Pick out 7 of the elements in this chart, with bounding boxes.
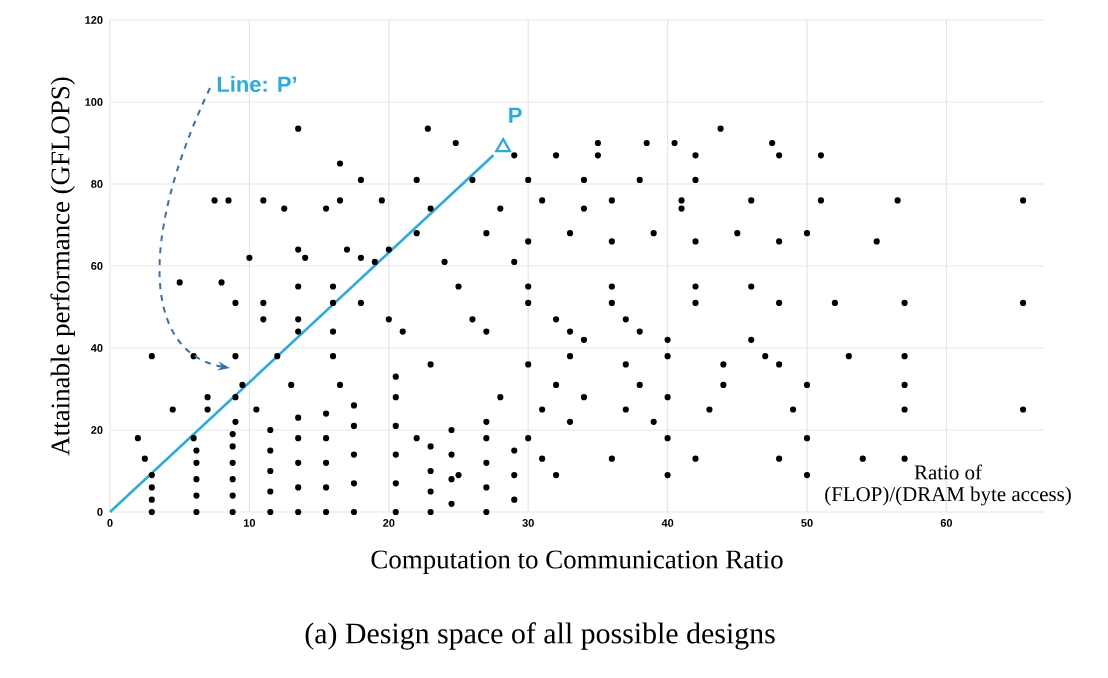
y-axis-title: Attainable performance (GFLOPS) [50, 77, 75, 456]
x-axis-title: Computation to Communication Ratio [371, 550, 783, 575]
annotation: Ratio of [914, 464, 983, 480]
annotation: P [509, 107, 522, 123]
annotation: (FLOP)/(DRAM byte access) [825, 486, 1071, 506]
text: (a) Design space of all possible designs [305, 622, 775, 650]
annotation: Line: P’ [217, 75, 297, 93]
